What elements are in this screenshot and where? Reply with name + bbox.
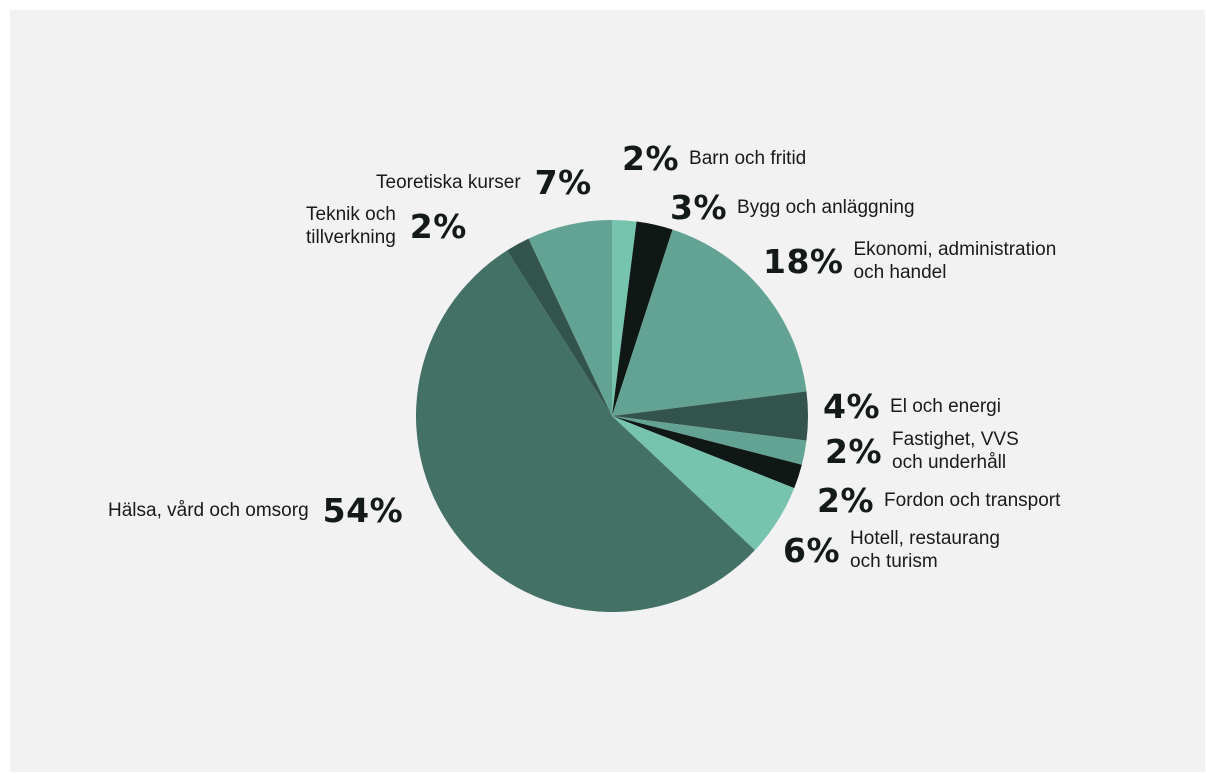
name-el: El och energi: [890, 395, 1001, 418]
pct-halsa: 54%: [323, 494, 404, 527]
pct-fastighet: 2%: [825, 435, 882, 468]
name-bygg: Bygg och anläggning: [737, 196, 914, 219]
name-fastighet: Fastighet, VVS och underhåll: [892, 428, 1019, 474]
pct-hotell: 6%: [783, 534, 840, 567]
name-teknik-line2: tillverkning: [306, 226, 396, 249]
label-halsa-vard-och-omsorg: Hälsa, vård och omsorg 54%: [108, 494, 403, 527]
chart-panel: 2% Barn och fritid 3% Bygg och anläggnin…: [10, 10, 1205, 772]
pct-bygg: 3%: [670, 191, 727, 224]
label-ekonomi-administration-och-handel: 18% Ekonomi, administration och handel: [763, 238, 1056, 284]
name-fordon: Fordon och transport: [884, 489, 1060, 512]
name-teoretiska: Teoretiska kurser: [376, 171, 521, 194]
pct-teknik: 2%: [410, 210, 467, 243]
label-fastighet-vvs-och-underhall: 2% Fastighet, VVS och underhåll: [825, 428, 1019, 474]
pct-ekonomi: 18%: [763, 245, 844, 278]
label-bygg-och-anlaggning: 3% Bygg och anläggning: [670, 191, 915, 224]
pie-chart: [10, 10, 1205, 772]
name-teknik: Teknik och tillverkning: [306, 203, 396, 249]
name-halsa: Hälsa, vård och omsorg: [108, 499, 309, 522]
label-teknik-och-tillverkning: Teknik och tillverkning 2%: [306, 203, 467, 249]
name-fastighet-line1: Fastighet, VVS: [892, 428, 1019, 451]
name-hotell-line1: Hotell, restaurang: [850, 527, 1000, 550]
name-hotell-line2: och turism: [850, 550, 1000, 573]
name-ekonomi-line1: Ekonomi, administration: [854, 238, 1057, 261]
pct-el: 4%: [823, 390, 880, 423]
name-fastighet-line2: och underhåll: [892, 451, 1019, 474]
label-fordon-och-transport: 2% Fordon och transport: [817, 484, 1060, 517]
label-el-och-energi: 4% El och energi: [823, 390, 1001, 423]
pct-fordon: 2%: [817, 484, 874, 517]
label-barn-och-fritid: 2% Barn och fritid: [622, 142, 806, 175]
name-ekonomi-line2: och handel: [854, 261, 1057, 284]
label-hotell-restaurang-och-turism: 6% Hotell, restaurang och turism: [783, 527, 1000, 573]
pct-barn: 2%: [622, 142, 679, 175]
name-teknik-line1: Teknik och: [306, 203, 396, 226]
pct-teoretiska: 7%: [535, 166, 592, 199]
name-hotell: Hotell, restaurang och turism: [850, 527, 1000, 573]
name-barn: Barn och fritid: [689, 147, 806, 170]
label-teoretiska-kurser: Teoretiska kurser 7%: [376, 166, 592, 199]
name-ekonomi: Ekonomi, administration och handel: [854, 238, 1057, 284]
